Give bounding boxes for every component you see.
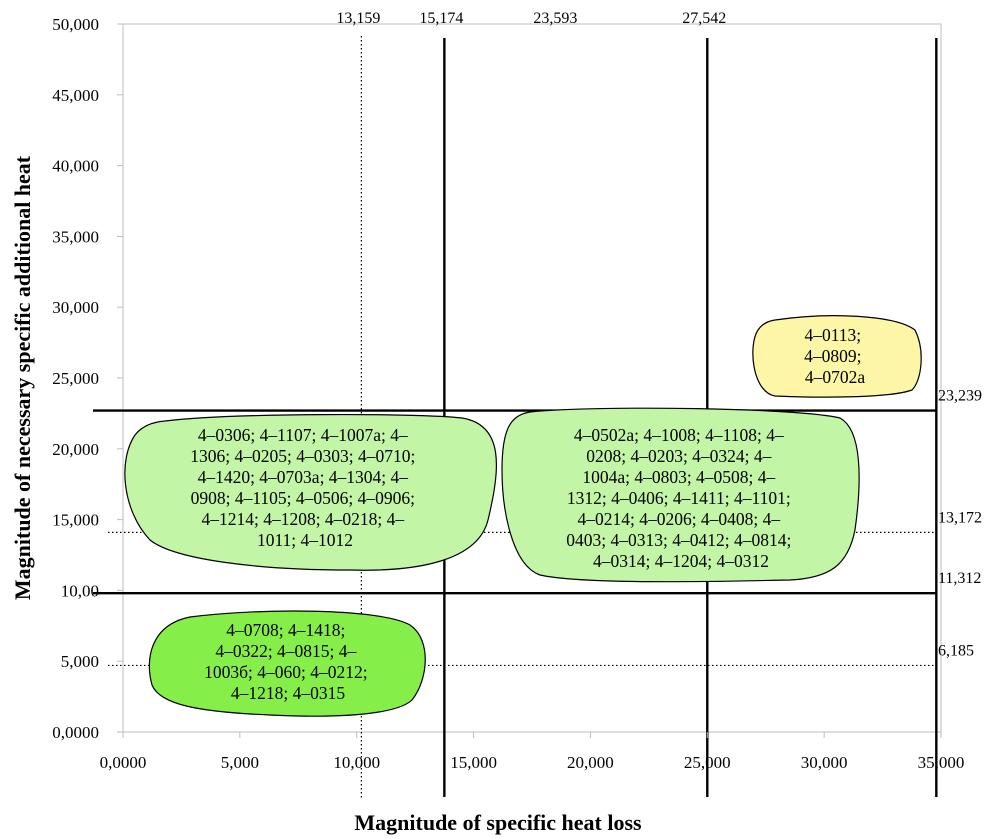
cluster-mid-right-shape [501,407,860,583]
cluster-mid-right-line: 0208; 4–0203; 4–0324; 4– [586,446,771,466]
cluster-high-text: 4–0113; 4–0809; 4–0702a [804,325,866,387]
cluster-low-shape [148,610,426,717]
vertical-line-label: 27,542 [682,10,726,27]
x-tick-label: 15,000 [450,753,497,772]
cluster-mid-right-text: 4–0502a; 4–1008; 4–1108; 4– 0208; 4–0203… [566,425,795,571]
y-tick-label: 10,00 [61,581,99,600]
cluster-low: 4–0708; 4–1418; 4–0322; 4–0815; 4– 1003б… [148,610,426,717]
horizontal-line-label: 11,312 [938,570,981,587]
x-tick-label: 35,000 [918,753,965,772]
x-axis-title: Magnitude of specific heat loss [354,810,642,835]
cluster-high-shape [752,315,922,398]
cluster-low-line: 4–1218; 4–0315 [231,683,345,703]
y-tick-label: 50,000 [52,15,99,34]
x-tick-label: 5,000 [221,753,259,772]
y-tick-label: 0,0000 [52,723,99,742]
cluster-mid-left-text: 4–0306; 4–1107; 4–1007a; 4– 1306; 4–0205… [190,425,419,550]
cluster-mid-left-line: 1306; 4–0205; 4–0303; 4–0710; [190,446,415,466]
y-tick-label: 20,000 [52,440,99,459]
cluster-high: 4–0113; 4–0809; 4–0702a [752,315,922,398]
y-tick-label: 40,000 [52,157,99,176]
vertical-line-label: 15,174 [419,10,463,27]
cluster-high-line: 4–0113; [804,325,861,345]
cluster-low-line: 4–0708; 4–1418; [226,620,345,640]
x-tick-label: 20,000 [567,753,614,772]
cluster-mid-left-line: 1011; 4–1012 [257,530,353,550]
cluster-mid-right-line: 1004a; 4–0803; 4–0508; 4– [582,467,775,487]
horizontal-line-label: 6,185 [938,642,974,659]
y-tick-label: 15,000 [52,511,99,530]
x-tick-label: 0,0000 [100,753,147,772]
cluster-mid-right-line: 4–0502a; 4–1008; 4–1108; 4– [574,425,784,445]
cluster-mid-left-line: 4–0306; 4–1107; 4–1007a; 4– [198,425,408,445]
cluster-mid-left-line: 4–1214; 4–1208; 4–0218; 4– [201,509,404,529]
cluster-high-line: 4–0702a [805,367,866,387]
cluster-mid-left-line: 4–1420; 4–0703a; 4–1304; 4– [198,467,409,487]
y-tick-label: 35,000 [52,227,99,246]
cluster-mid-left-line: 0908; 4–1105; 4–0506; 4–0906; [191,488,415,508]
cluster-mid-left-shape [124,413,497,571]
y-tick-label: 30,000 [52,298,99,317]
cluster-high-line: 4–0809; [804,346,861,366]
y-tick-label: 45,000 [52,86,99,105]
horizontal-line-label: 23,239 [938,388,982,405]
reference-lines: 13,159 15,174 27,542 23,593 23,239 13,172 11,3… [93,10,982,800]
cluster-mid-right-line: 1312; 4–0406; 4–1411; 4–1101; [567,488,791,508]
cluster-low-line: 1003б; 4–060; 4–0212; [204,662,368,682]
axis-ticks: 0,0000 5,000 10,000 15,000 20,000 25,000 30,00… [52,15,964,772]
vertical-line-label: 13,159 [336,10,380,27]
cluster-low-text: 4–0708; 4–1418; 4–0322; 4–0815; 4– 1003б… [204,620,372,703]
cluster-low-line: 4–0322; 4–0815; 4– [215,641,356,661]
x-tick-label: 25,000 [684,753,731,772]
y-tick-label: 25,000 [52,369,99,388]
x-tick-label: 10,000 [333,753,380,772]
cluster-mid-right: 4–0502a; 4–1008; 4–1108; 4– 0208; 4–0203… [501,407,860,583]
cluster-mid-right-line: 4–0214; 4–0206; 4–0408; 4– [577,509,780,529]
cluster-mid-left: 4–0306; 4–1107; 4–1007a; 4– 1306; 4–0205… [124,413,497,571]
y-axis-title: Magnitude of necessary specific addition… [10,155,35,600]
cluster-mid-right-line: 0403; 4–0313; 4–0412; 4–0814; [566,530,791,550]
y-tick-label: 5,000 [61,652,99,671]
cluster-mid-right-line: 4–0314; 4–1204; 4–0312 [593,551,769,571]
x-tick-label: 30,000 [801,753,848,772]
top-value-label: 23,593 [533,10,577,27]
horizontal-line-label: 13,172 [938,509,982,526]
